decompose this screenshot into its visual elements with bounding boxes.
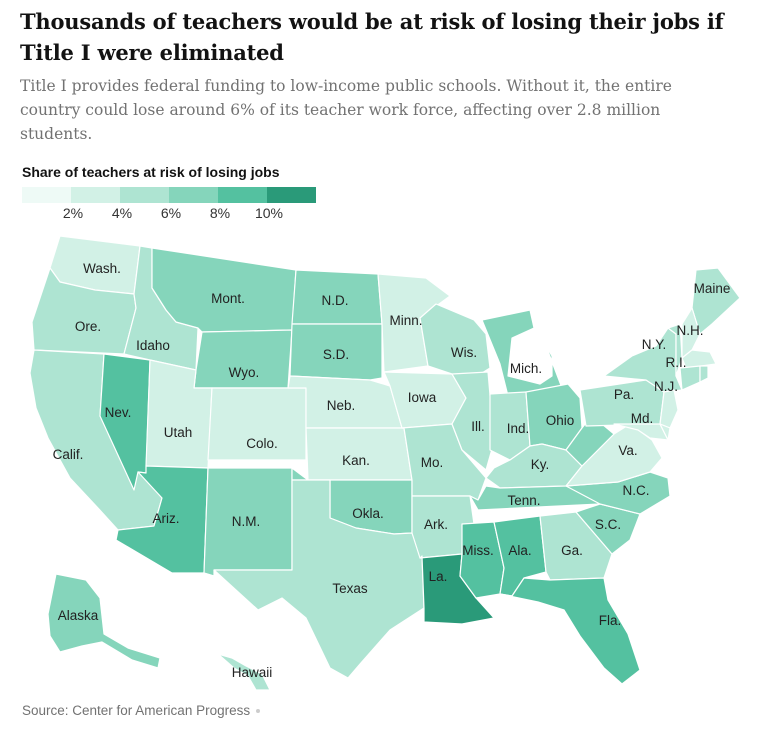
- state-label-tn: Tenn.: [507, 493, 540, 508]
- chart-title: Thousands of teachers would be at risk o…: [20, 9, 724, 65]
- state-label-nm: N.M.: [232, 514, 261, 529]
- legend-color-scale: [22, 187, 316, 203]
- legend-tick-1: 4%: [111, 205, 133, 221]
- state-ma: [681, 349, 717, 369]
- state-label-fl: Fla.: [599, 613, 622, 628]
- state-label-ca: Calif.: [53, 447, 84, 462]
- state-nj: [659, 389, 679, 429]
- state-label-ne: Neb.: [327, 398, 356, 413]
- state-label-id: Idaho: [136, 338, 170, 353]
- state-md: [613, 423, 669, 441]
- state-label-ms: Miss.: [462, 543, 494, 558]
- state-label-mt: Mont.: [211, 291, 245, 306]
- state-mi: [481, 309, 563, 397]
- chart-subtitle: Title I provides federal funding to low-…: [20, 77, 672, 143]
- state-label-pa: Pa.: [614, 387, 634, 402]
- state-mt: [151, 247, 297, 333]
- state-label-or: Ore.: [75, 319, 101, 334]
- state-de: [659, 423, 671, 441]
- state-label-il: Ill.: [471, 419, 485, 434]
- state-label-mi: Mich.: [510, 361, 542, 376]
- state-label-ri: R.I.: [665, 355, 686, 370]
- state-label-wi: Wis.: [451, 345, 477, 360]
- state-label-az: Ariz.: [153, 511, 180, 526]
- legend-tick-labels: 2% 4% 6% 8% 10%: [22, 205, 322, 225]
- state-label-sc: S.C.: [595, 517, 621, 532]
- state-label-ok: Okla.: [352, 506, 384, 521]
- state-label-mn: Minn.: [389, 313, 422, 328]
- state-vt: [667, 323, 683, 377]
- state-hi: [217, 653, 271, 691]
- state-label-al: Ala.: [508, 543, 531, 558]
- state-label-va: Va.: [618, 443, 637, 458]
- state-label-md: Md.: [631, 411, 654, 426]
- state-fl: [499, 577, 641, 685]
- state-label-me: Maine: [694, 281, 731, 296]
- state-label-nd: N.D.: [322, 293, 349, 308]
- state-label-wa: Wash.: [83, 261, 121, 276]
- state-il: [451, 371, 495, 471]
- legend-swatch-3: [169, 187, 218, 203]
- state-label-sd: S.D.: [323, 347, 349, 362]
- legend-swatch-4: [218, 187, 267, 203]
- legend-swatch-1: [71, 187, 120, 203]
- legend-swatch-2: [120, 187, 169, 203]
- state-label-ak: Alaska: [58, 608, 99, 623]
- legend-swatch-0: [22, 187, 71, 203]
- state-sd: [289, 323, 383, 381]
- state-wi: [419, 303, 491, 379]
- state-label-co: Colo.: [246, 436, 278, 451]
- legend-tick-4: 10%: [254, 205, 284, 221]
- state-label-nj: N.J.: [654, 379, 678, 394]
- legend-tick-3: 8%: [209, 205, 231, 221]
- state-label-oh: Ohio: [546, 413, 575, 428]
- legend-tick-2: 6%: [160, 205, 182, 221]
- state-label-ga: Ga.: [561, 543, 583, 558]
- us-choropleth-map: Wash. Ore. Calif. Nev. Idaho Mont. Wyo. Utah Col…: [29, 235, 741, 691]
- source-note: Source: Center for American Progress: [22, 703, 261, 718]
- state-ri: [699, 365, 709, 383]
- state-label-ar: Ark.: [424, 517, 448, 532]
- state-label-ia: Iowa: [408, 390, 437, 405]
- state-label-in: Ind.: [507, 421, 530, 436]
- state-label-hi: Hawaii: [232, 665, 273, 680]
- legend-tick-0: 2%: [62, 205, 84, 221]
- state-wv: [565, 417, 615, 467]
- state-label-mo: Mo.: [421, 455, 444, 470]
- state-label-ky: Ky.: [531, 457, 550, 472]
- state-nh: [681, 307, 701, 359]
- state-label-nv: Nev.: [105, 405, 132, 420]
- state-label-tx: Texas: [332, 581, 368, 596]
- source-dot-icon: [256, 709, 261, 714]
- state-label-ny: N.Y.: [642, 337, 667, 352]
- legend-title: Share of teachers at risk of losing jobs: [22, 164, 280, 180]
- state-label-la: La.: [429, 569, 448, 584]
- state-label-ut: Utah: [164, 425, 193, 440]
- legend-swatch-5: [267, 187, 316, 203]
- state-label-wy: Wyo.: [229, 365, 260, 380]
- source-text: Source: Center for American Progress: [22, 703, 251, 718]
- state-ak: [47, 573, 161, 669]
- state-label-nc: N.C.: [623, 483, 650, 498]
- state-co: [207, 387, 307, 461]
- state-label-nh: N.H.: [677, 323, 704, 338]
- state-label-ks: Kan.: [342, 453, 370, 468]
- state-sc: [575, 503, 641, 555]
